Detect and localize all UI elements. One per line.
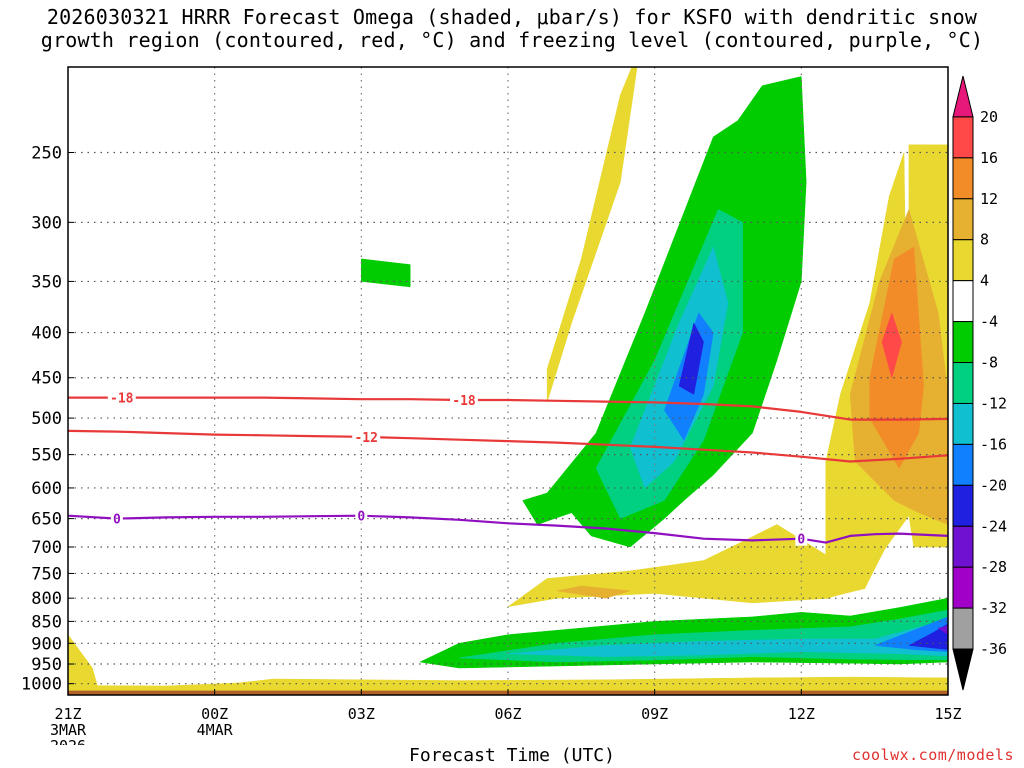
colorbar-label: 12 — [980, 190, 998, 208]
colorbar-swatch — [952, 525, 974, 568]
omega-region-8 — [881, 312, 902, 378]
dgz-contour-label: -18 — [452, 394, 476, 409]
colorbar-swatch — [952, 321, 974, 364]
omega-region-9 — [361, 258, 411, 288]
x-tick-label: 09Z — [641, 705, 668, 723]
y-tick-label: 1000 — [21, 675, 62, 695]
omega-region-3 — [507, 524, 831, 607]
colorbar-label: 4 — [980, 272, 989, 290]
colorbar-swatch — [952, 484, 974, 527]
x-tick-label: 03Z — [348, 705, 375, 723]
contour-label-bg — [450, 393, 478, 408]
x-tick-label: 12Z — [788, 705, 815, 723]
colorbar-bottom-arrow — [952, 648, 974, 691]
credit-text: coolwx.com/models — [851, 746, 1014, 764]
y-tick-label: 950 — [31, 655, 62, 675]
x-tick-label: 2026 — [50, 737, 86, 745]
freezing-contour-line — [67, 514, 949, 544]
chart-title-line-2: growth region (contoured, red, °C) and f… — [40, 28, 984, 52]
x-tick-label: 21Z — [54, 705, 81, 723]
colorbar-swatch — [952, 362, 974, 404]
colorbar-label: -8 — [980, 354, 998, 372]
temperature-contours: -18 -18 -12 0 0 0 — [67, 390, 949, 548]
colorbar-label: -32 — [980, 599, 1007, 617]
colorbar-label: -24 — [980, 517, 1007, 535]
omega-region-6 — [556, 585, 631, 599]
omega-region-10 — [522, 76, 807, 548]
y-axis: 2503003504004505005506006507007508008509… — [21, 143, 74, 695]
colorbar-label: -20 — [980, 476, 1007, 494]
freezing-contour-label: 0 — [357, 510, 365, 525]
omega-region-4 — [68, 634, 948, 692]
colorbar-label: 20 — [980, 108, 998, 126]
y-tick-label: 400 — [31, 324, 62, 344]
colorbar-label: -28 — [980, 558, 1007, 576]
contour-label-bg — [795, 531, 808, 546]
dgz-contour-line — [67, 429, 949, 463]
colorbar-swatch — [952, 566, 974, 609]
dgz-contour-line — [68, 396, 949, 421]
colorbar-label: -36 — [980, 640, 1007, 658]
x-tick-label: 4MAR — [197, 721, 234, 739]
omega-region-15 — [507, 618, 948, 657]
colorbar-swatch — [952, 116, 974, 159]
x-tick-label: 3MAR — [50, 721, 87, 739]
x-tick-label: 15Z — [934, 705, 961, 723]
colorbar-swatch — [952, 607, 974, 650]
contour-label-bg — [355, 508, 368, 523]
colorbar-swatch — [952, 198, 974, 241]
colorbar-swatch — [952, 157, 974, 200]
y-tick-label: 250 — [31, 143, 62, 163]
omega-shading — [68, 67, 948, 695]
chart-title: 2026030321 HRRR Forecast Omega (shaded, … — [0, 6, 1024, 52]
colorbar-swatch — [952, 280, 974, 323]
colorbar-swatch — [952, 402, 974, 445]
y-tick-label: 850 — [31, 612, 62, 632]
dgz-contour-label: -18 — [110, 392, 134, 407]
y-tick-label: 450 — [31, 369, 62, 389]
chart-title-line-1: 2026030321 HRRR Forecast Omega (shaded, … — [46, 5, 978, 29]
contour-label-bg — [107, 390, 136, 405]
colorbar-label: 8 — [980, 231, 989, 249]
y-tick-label: 750 — [31, 564, 62, 584]
omega-region-14 — [629, 246, 729, 489]
y-tick-label: 650 — [31, 510, 62, 530]
colorbar-swatch — [952, 239, 974, 282]
colorbar-label: -16 — [980, 435, 1007, 453]
colorbar-label: -12 — [980, 394, 1007, 412]
colorbar-swatch — [952, 443, 974, 486]
grid-lines — [68, 67, 948, 695]
y-tick-label: 700 — [31, 538, 62, 558]
y-tick-label: 350 — [31, 272, 62, 292]
colorbar-label: 16 — [980, 149, 998, 167]
y-tick-label: 800 — [31, 589, 62, 609]
freezing-contour-label: 0 — [797, 533, 805, 548]
y-tick-label: 500 — [31, 409, 62, 429]
colorbar-label: -4 — [980, 313, 998, 331]
y-tick-label: 900 — [31, 634, 62, 654]
freezing-contour-label: 0 — [113, 513, 121, 528]
contour-label-bg — [110, 511, 123, 526]
x-tick-label: 06Z — [494, 705, 521, 723]
omega-time-height-chart: -18 -18 -12 0 0 0 250 300 350 400 450 500 550 600 650… — [21, 66, 1007, 745]
x-axis-label: Forecast Time (UTC) — [409, 745, 615, 766]
colorbar: 20 16 12 8 4 -4 -8 -12 -16 -20 -24 -28 -32 -36 — [952, 75, 1007, 691]
omega-region-1 — [546, 67, 638, 403]
y-tick-label: 600 — [31, 479, 62, 499]
colorbar-top-arrow — [952, 75, 974, 118]
omega-region-20 — [937, 625, 948, 635]
omega-region-19 — [908, 623, 948, 650]
omega-region-18 — [678, 322, 704, 395]
dgz-contour-label: -12 — [354, 431, 377, 446]
contour-label-bg — [352, 429, 381, 444]
y-tick-label: 550 — [31, 446, 62, 466]
y-tick-label: 300 — [31, 213, 62, 233]
x-tick-label: 00Z — [201, 705, 228, 723]
